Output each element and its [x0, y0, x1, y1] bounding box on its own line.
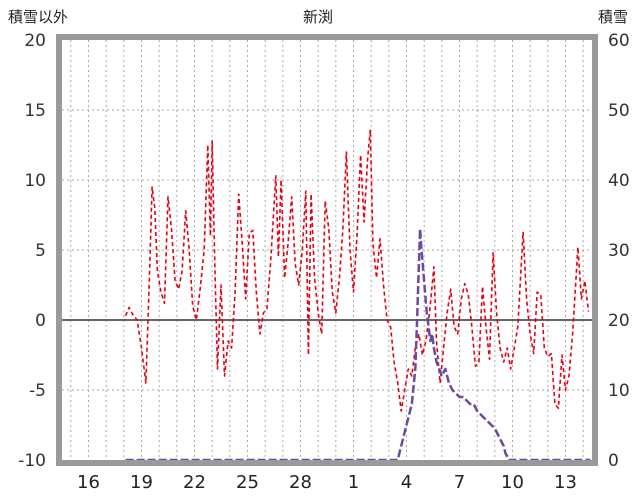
svg-text:-5: -5	[29, 381, 46, 401]
svg-text:-10: -10	[18, 451, 46, 471]
svg-text:4: 4	[401, 472, 412, 493]
svg-text:0: 0	[35, 311, 46, 331]
svg-text:7: 7	[454, 472, 465, 493]
svg-text:16: 16	[77, 472, 100, 493]
left-tick-labels: 20 15 10 5 0 -5 -10	[18, 31, 46, 471]
svg-text:40: 40	[608, 171, 630, 191]
x-tick-labels: 16 19 22 25 28 1 4 7 10 13	[77, 472, 577, 493]
svg-text:15: 15	[24, 101, 46, 121]
right-tick-labels: 60 50 40 30 20 10 0	[608, 31, 630, 471]
svg-text:50: 50	[608, 101, 630, 121]
left-axis-title: 積雪以外	[8, 8, 69, 26]
svg-text:25: 25	[236, 472, 259, 493]
svg-text:1: 1	[348, 472, 359, 493]
svg-text:28: 28	[289, 472, 312, 493]
snow-depth-series	[125, 227, 591, 462]
svg-text:20: 20	[24, 31, 46, 51]
svg-text:22: 22	[183, 472, 206, 493]
svg-text:10: 10	[24, 171, 46, 191]
svg-text:30: 30	[608, 241, 630, 261]
svg-text:5: 5	[35, 241, 46, 261]
svg-text:13: 13	[554, 472, 577, 493]
svg-text:60: 60	[608, 31, 630, 51]
svg-text:20: 20	[608, 311, 630, 331]
svg-text:0: 0	[608, 451, 619, 471]
grid-lines	[62, 40, 592, 460]
plot-frame	[56, 34, 598, 466]
chart-title: 新渕	[302, 8, 333, 26]
svg-text:10: 10	[608, 381, 630, 401]
svg-text:10: 10	[501, 472, 524, 493]
temperature-series	[124, 128, 590, 412]
svg-text:19: 19	[130, 472, 153, 493]
right-axis-title: 積雪	[597, 8, 628, 26]
